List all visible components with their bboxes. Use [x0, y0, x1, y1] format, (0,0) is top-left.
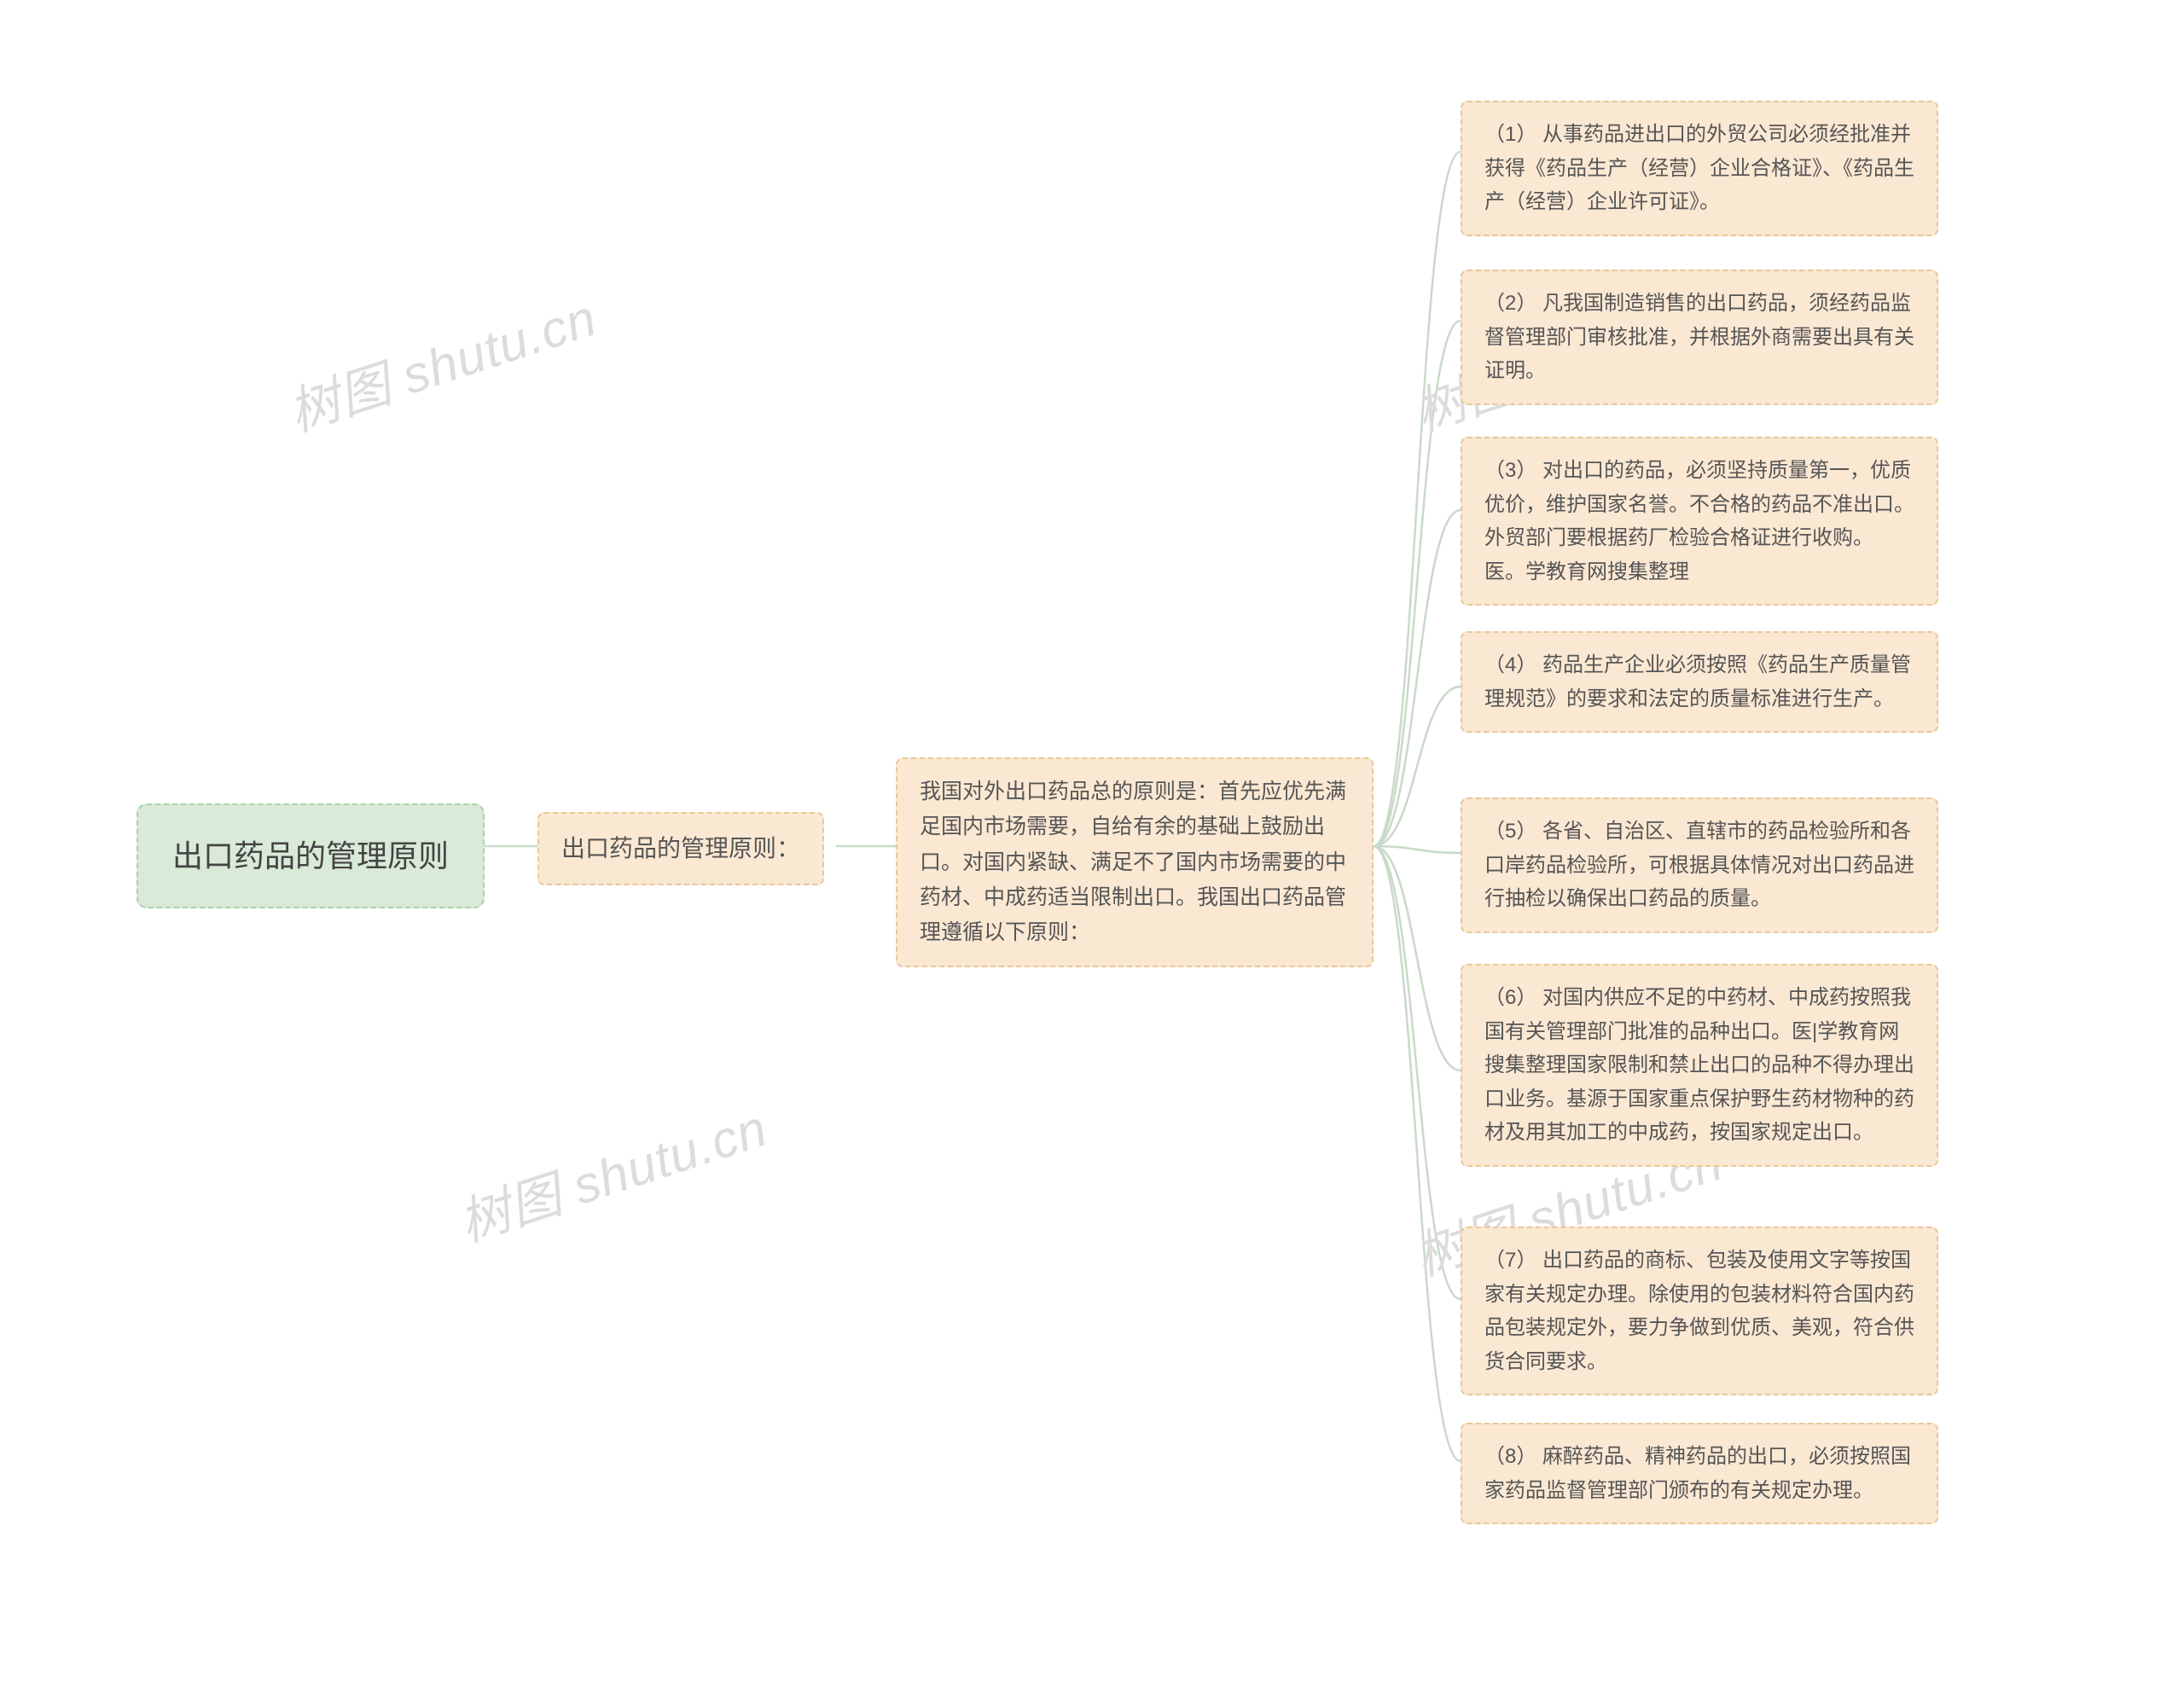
watermark: 树图 shutu.cn: [278, 276, 605, 445]
leaf-label: （3） 对出口的药品，必须坚持质量第一，优质优价，维护国家名誉。不合格的药品不准…: [1484, 459, 1914, 583]
leaf-label: （4） 药品生产企业必须按照《药品生产质量管理规范》的要求和法定的质量标准进行生…: [1484, 653, 1911, 711]
watermark: 树图 shutu.cn: [449, 1087, 775, 1256]
mindmap-canvas: 树图 shutu.cn 树图 shutu.cn 树图 shutu.cn 树图 s…: [0, 0, 2184, 1688]
root-node[interactable]: 出口药品的管理原则: [136, 803, 485, 908]
leaf-label: （5） 各省、自治区、直辖市的药品检验所和各口岸药品检验所，可根据具体情况对出口…: [1484, 820, 1914, 910]
root-label: 出口药品的管理原则: [172, 838, 449, 873]
level2-node[interactable]: 我国对外出口药品总的原则是：首先应优先满足国内市场需要，自给有余的基础上鼓励出口…: [896, 757, 1374, 967]
level1-node[interactable]: 出口药品的管理原则：: [537, 812, 824, 885]
level1-label: 出口药品的管理原则：: [561, 835, 800, 861]
leaf-node[interactable]: （2） 凡我国制造销售的出口药品，须经药品监督管理部门审核批准，并根据外商需要出…: [1461, 270, 1938, 405]
leaf-node[interactable]: （4） 药品生产企业必须按照《药品生产质量管理规范》的要求和法定的质量标准进行生…: [1461, 631, 1938, 733]
leaf-label: （7） 出口药品的商标、包装及使用文字等按国家有关规定办理。除使用的包装材料符合…: [1484, 1249, 1914, 1373]
leaf-node[interactable]: （1） 从事药品进出口的外贸公司必须经批准并获得《药品生产（经营）企业合格证》、…: [1461, 101, 1938, 236]
leaf-label: （1） 从事药品进出口的外贸公司必须经批准并获得《药品生产（经营）企业合格证》、…: [1484, 123, 1914, 213]
leaf-label: （6） 对国内供应不足的中药材、中成药按照我国有关管理部门批准的品种出口。医|学…: [1484, 986, 1914, 1144]
leaf-node[interactable]: （6） 对国内供应不足的中药材、中成药按照我国有关管理部门批准的品种出口。医|学…: [1461, 964, 1938, 1167]
leaf-node[interactable]: （7） 出口药品的商标、包装及使用文字等按国家有关规定办理。除使用的包装材料符合…: [1461, 1227, 1938, 1395]
leaf-node[interactable]: （3） 对出口的药品，必须坚持质量第一，优质优价，维护国家名誉。不合格的药品不准…: [1461, 437, 1938, 606]
leaf-label: （2） 凡我国制造销售的出口药品，须经药品监督管理部门审核批准，并根据外商需要出…: [1484, 292, 1914, 382]
level2-label: 我国对外出口药品总的原则是：首先应优先满足国内市场需要，自给有余的基础上鼓励出口…: [920, 780, 1346, 944]
leaf-node[interactable]: （5） 各省、自治区、直辖市的药品检验所和各口岸药品检验所，可根据具体情况对出口…: [1461, 798, 1938, 933]
leaf-label: （8） 麻醉药品、精神药品的出口，必须按照国家药品监督管理部门颁布的有关规定办理…: [1484, 1445, 1911, 1502]
leaf-node[interactable]: （8） 麻醉药品、精神药品的出口，必须按照国家药品监督管理部门颁布的有关规定办理…: [1461, 1423, 1938, 1524]
